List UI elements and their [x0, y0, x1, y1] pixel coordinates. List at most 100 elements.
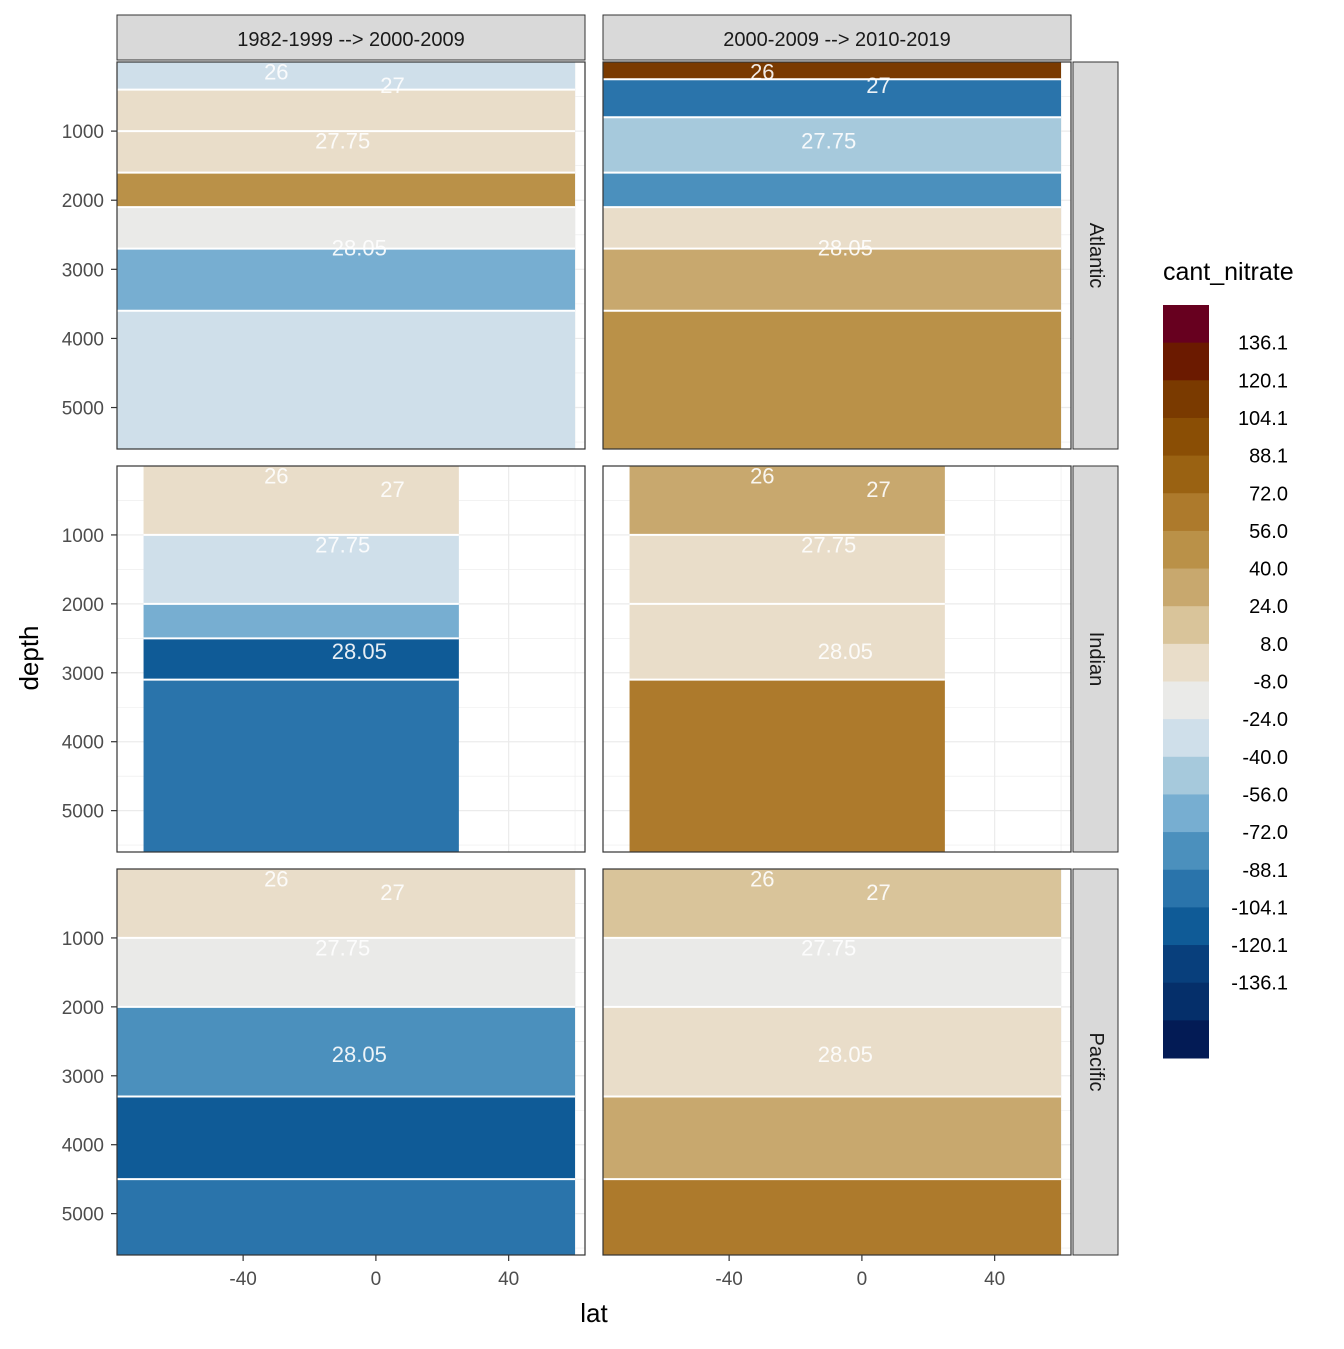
legend-swatch [1163, 1020, 1209, 1059]
legend-swatch [1163, 305, 1209, 344]
isopycnal-label: 26 [264, 463, 288, 488]
contour-fill-band [603, 207, 1062, 249]
y-tick-label: 4000 [62, 1136, 104, 1157]
isopycnal-label: 28.05 [332, 236, 387, 261]
legend: cant_nitrate 136.1 120.1 104.1 88.1 72.0 56.0 4… [1163, 258, 1294, 1059]
isopycnal-label: 28.05 [332, 639, 387, 664]
y-tick-label: 4000 [62, 733, 104, 754]
legend-swatch [1163, 493, 1209, 532]
legend-label: 120.1 [1238, 370, 1288, 392]
panel: 26 27 27.75 28.05 [116, 463, 586, 853]
contour-fill-band [603, 79, 1062, 118]
contour-fill-band [117, 1006, 576, 1097]
y-tick-label: 3000 [62, 664, 104, 685]
column-strip-label: 1982-1999 --> 2000-2009 [237, 29, 464, 51]
legend-label: -8.0 [1254, 672, 1288, 694]
isopycnal-label: 27.75 [315, 935, 370, 960]
panel: 26 27 27.75 28.05 [116, 59, 586, 450]
contour-fill-band [117, 869, 576, 938]
x-tick-label: -40 [715, 1269, 742, 1290]
legend-swatch [1163, 417, 1209, 457]
isopycnal-label: 27.75 [801, 532, 856, 557]
contour-fill-band [117, 248, 576, 311]
contour-fill-band [117, 131, 576, 173]
panel-border [602, 61, 1072, 450]
contour-fill-band [603, 1179, 1062, 1255]
column-strip [116, 14, 586, 61]
x-tick-label: 0 [371, 1269, 382, 1290]
x-tick-label: -40 [229, 1269, 256, 1290]
legend-swatch [1163, 342, 1209, 381]
legend-swatch [1163, 756, 1209, 795]
y-tick-label: 5000 [62, 802, 104, 823]
legend-swatch [1163, 380, 1209, 419]
isopycnal-label: 27 [380, 73, 404, 98]
contour-fill-band [117, 937, 576, 1007]
legend-label: -72.0 [1242, 822, 1288, 844]
legend-swatch [1163, 568, 1209, 607]
legend-label: 8.0 [1260, 634, 1288, 656]
contour-fill-band [603, 937, 1062, 1007]
panel-border [116, 465, 586, 853]
panel: 26 27 27.75 28.05 [116, 866, 586, 1256]
contour-fill-band [603, 1096, 1062, 1180]
contour-fill-band [603, 62, 1062, 80]
legend-label: 56.0 [1249, 521, 1288, 543]
legend-label: 24.0 [1249, 596, 1288, 618]
panel: 26 27 27.75 28.05 [602, 59, 1072, 450]
panel: 26 27 27.75 28.05 [602, 463, 1072, 853]
legend-swatch [1163, 794, 1209, 833]
legend-label: 104.1 [1238, 408, 1288, 430]
legend-swatch [1163, 643, 1209, 682]
legend-swatch [1163, 982, 1209, 1021]
contour-fill-band [117, 172, 576, 208]
contour-fill-band [143, 638, 459, 680]
legend-swatch [1163, 530, 1209, 570]
contour-fill-band [603, 172, 1062, 208]
contour-fill-band [117, 1096, 576, 1180]
isopycnal-label: 27 [380, 477, 404, 502]
isopycnal-label: 28.05 [818, 1042, 873, 1067]
x-axis-title: lat [580, 1298, 608, 1328]
y-tick-label: 5000 [62, 399, 104, 420]
isopycnal-label: 27 [866, 477, 890, 502]
y-axis-title: depth [14, 625, 44, 690]
isopycnal-label: 28.05 [818, 236, 873, 261]
y-tick-label: 4000 [62, 329, 104, 350]
x-tick-label: 0 [857, 1269, 868, 1290]
contour-fill-band [143, 534, 459, 604]
y-tick-label: 2000 [62, 998, 104, 1019]
contour-fill-band [117, 207, 576, 249]
isopycnal-label: 26 [264, 866, 288, 891]
x-tick-label: 40 [498, 1269, 519, 1290]
legend-label: -56.0 [1242, 784, 1288, 806]
y-tick-label: 1000 [62, 929, 104, 950]
row-strip-label: Indian [1085, 632, 1107, 687]
contour-fill-band [603, 869, 1062, 938]
contour-fill-band [629, 534, 945, 604]
row-strip [1072, 465, 1119, 853]
y-tick-label: 3000 [62, 260, 104, 281]
contour-fill-band [603, 248, 1062, 311]
legend-label: -136.1 [1231, 973, 1288, 995]
legend-swatch [1163, 869, 1209, 908]
column-strip [602, 14, 1072, 61]
contour-fill-band [117, 310, 576, 449]
contour-fill-band [629, 679, 945, 852]
contour-fill-band [603, 117, 1062, 173]
contour-fill-band [143, 679, 459, 852]
legend-title: cant_nitrate [1163, 258, 1294, 286]
row-strip [1072, 61, 1119, 450]
contour-fill-band [629, 466, 945, 535]
contour-fill-band [143, 466, 459, 535]
y-tick-label: 1000 [62, 526, 104, 547]
y-tick-label: 2000 [62, 191, 104, 212]
legend-swatch [1163, 945, 1209, 984]
isopycnal-label: 27.75 [315, 532, 370, 557]
isopycnal-label: 26 [750, 59, 774, 84]
legend-swatch [1163, 606, 1209, 645]
legend-label: -24.0 [1242, 709, 1288, 731]
contour-fill-band [117, 1179, 576, 1255]
